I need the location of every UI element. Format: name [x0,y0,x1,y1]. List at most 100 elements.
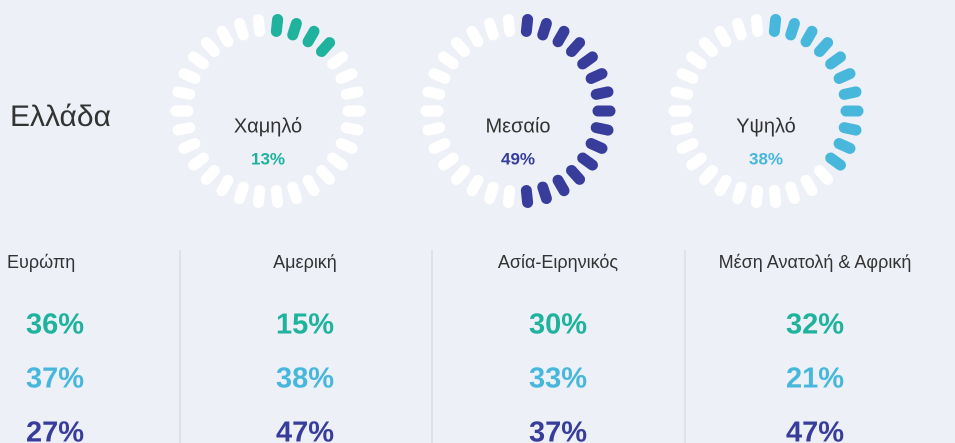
region-value: 30% [529,309,587,341]
region-value: 21% [786,363,844,395]
region-value: 32% [786,309,844,341]
region-value: 15% [276,309,334,341]
region-name: Ευρώπη [7,252,75,272]
gauge-dash [200,164,220,185]
gauge-dash [450,37,470,58]
gauge-value: 13% [251,149,285,168]
gauge-dash [438,152,459,171]
gauge-dash-filled [520,185,534,208]
region-value: 47% [786,417,844,443]
gauge-dash-filled [833,68,856,84]
gauge-value: 38% [749,149,783,168]
gauge-dash-filled [825,152,846,171]
gauge-dash [686,152,707,171]
region-value: 33% [529,363,587,395]
gauge-dash [172,122,196,136]
heading: Ελλάδα [10,100,111,133]
gauge-dash [316,164,336,185]
gauge-dash-filled [590,122,614,136]
gauge-dash [750,14,764,37]
gauge-dash [252,185,266,208]
gauge-dash [484,18,499,41]
gauge-dash [340,122,364,136]
gauge-dash [172,86,196,100]
gauge-dash-filled [566,164,586,185]
gauge-dash [800,174,818,197]
gauge-dash-filled [814,37,834,58]
gauge-dash [188,51,209,70]
gauge-dash [484,181,499,204]
region-value: 37% [26,363,84,395]
gauge-dash [216,174,234,197]
gauge-dash [234,18,249,41]
gauge-dash [188,152,209,171]
gauge-dash [502,14,516,37]
region-name: Αμερική [273,252,337,272]
gauge-dash [698,164,718,185]
gauge-dash [302,174,320,197]
gauge-dash-filled [552,174,570,197]
gauge-dash [466,25,484,48]
region-value: 27% [26,417,84,443]
region-name: Μέση Ανατολή & Αφρική [719,252,912,272]
gauge-label: Υψηλό [736,115,796,137]
gauge-dash [335,68,358,84]
gauge-dash [178,138,201,154]
gauge-dash-filled [785,18,800,41]
gauge-dash [732,181,747,204]
gauge-dash [686,51,707,70]
gauge-dash [178,68,201,84]
region-value: 36% [26,309,84,341]
gauge-dash [466,174,484,197]
gauge-dash [340,86,364,100]
gauge-dash [422,122,446,136]
gauge-dash [252,14,266,37]
gauge-dash-filled [825,51,846,70]
gauge-dash [200,37,220,58]
gauge-dash-filled [270,14,284,37]
gauge-dash [714,25,732,48]
gauge-dash [698,37,718,58]
gauge-dash [768,185,782,208]
gauge-dash [814,164,834,185]
gauge-dash [270,185,284,208]
gauge-value: 49% [501,149,535,168]
gauge-dash [670,122,694,136]
gauge-dash [714,174,732,197]
gauge-dash [234,181,249,204]
gauge-dash-filled [552,25,570,48]
gauge-dash-filled [577,51,598,70]
gauge-dash [676,68,699,84]
gauge-dash-filled [585,138,608,154]
region-name: Ασία-Ειρηνικός [498,252,619,272]
gauge-dash [287,181,302,204]
gauge-dash [450,164,470,185]
gauge-dash [438,51,459,70]
gauge-dash-filled [838,122,862,136]
region-value: 38% [276,363,334,395]
gauge-dash [335,138,358,154]
gauge-dash-filled [585,68,608,84]
gauge-dash-filled [768,14,782,37]
region-value: 37% [529,417,587,443]
gauge-dash-filled [833,138,856,154]
gauge-dash [327,51,348,70]
gauge-dash-filled [590,86,614,100]
gauge-label: Χαμηλό [234,115,302,137]
gauge-dash [216,25,234,48]
gauge-dash-filled [838,86,862,100]
gauge-label: Μεσαίο [485,115,550,137]
gauge-dash-filled [577,152,598,171]
gauge-dash [502,185,516,208]
gauge-dash-filled [566,37,586,58]
gauge-dash [422,86,446,100]
gauge-dash-filled [302,25,320,48]
gauge-dash-filled [800,25,818,48]
gauge-dash [785,181,800,204]
gauge-dash [732,18,747,41]
gauge-dash [428,68,451,84]
gauge-dash [670,86,694,100]
gauge-dash-filled [520,14,534,37]
gauge-dash [428,138,451,154]
